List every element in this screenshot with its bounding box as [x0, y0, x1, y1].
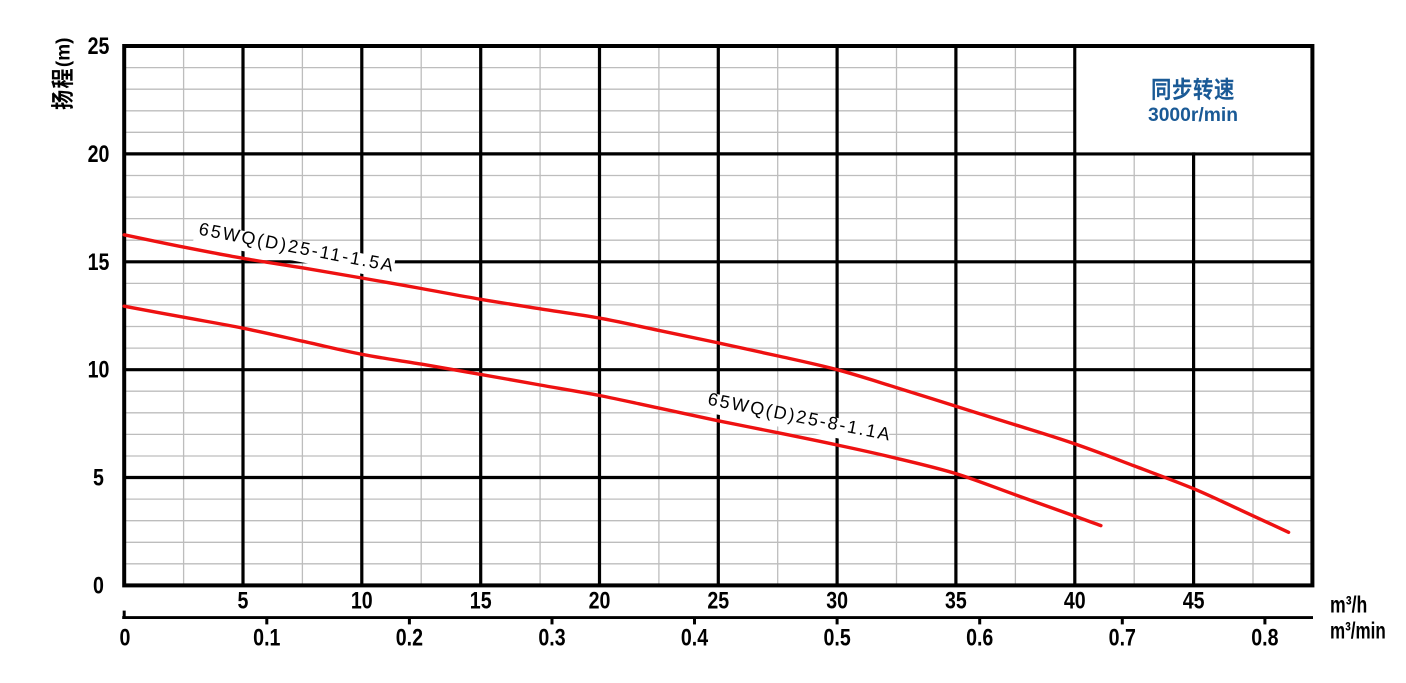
svg-text:0.4: 0.4 [681, 623, 709, 650]
svg-text:20: 20 [88, 140, 110, 167]
svg-text:0.1: 0.1 [253, 623, 280, 650]
svg-text:45: 45 [1183, 586, 1205, 613]
svg-text:(m): (m) [54, 38, 75, 68]
svg-text:10: 10 [88, 356, 110, 383]
svg-text:0: 0 [93, 571, 104, 598]
svg-text:m³/min: m³/min [1330, 619, 1386, 644]
svg-text:25: 25 [88, 32, 110, 59]
svg-text:30: 30 [826, 586, 848, 613]
svg-text:0.8: 0.8 [1251, 623, 1278, 650]
svg-text:20: 20 [589, 586, 611, 613]
svg-text:15: 15 [88, 248, 110, 275]
svg-text:5: 5 [93, 464, 104, 491]
svg-text:5: 5 [238, 586, 249, 613]
svg-text:m³/h: m³/h [1330, 592, 1367, 618]
svg-text:0.6: 0.6 [966, 623, 993, 650]
svg-text:0.7: 0.7 [1109, 623, 1136, 650]
svg-text:0: 0 [119, 623, 130, 650]
svg-text:3000r/min: 3000r/min [1148, 105, 1238, 126]
svg-text:0.2: 0.2 [396, 623, 423, 650]
svg-text:0.5: 0.5 [823, 623, 850, 650]
svg-text:35: 35 [945, 586, 967, 613]
svg-text:40: 40 [1064, 586, 1086, 613]
svg-text:10: 10 [351, 586, 373, 613]
svg-text:25: 25 [707, 586, 729, 613]
svg-text:15: 15 [470, 586, 492, 613]
svg-text:0.3: 0.3 [538, 623, 565, 650]
